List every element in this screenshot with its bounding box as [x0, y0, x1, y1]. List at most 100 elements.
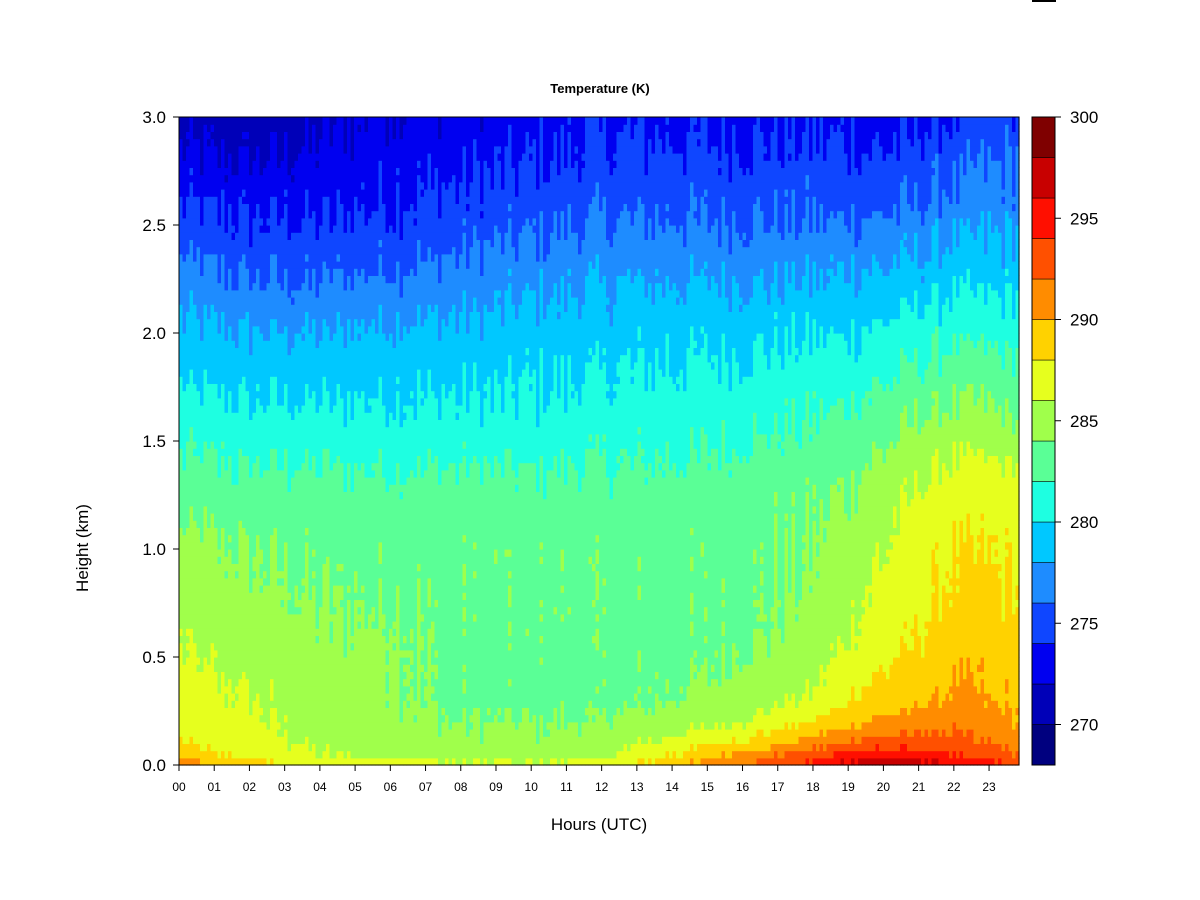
- heatmap-cell: [242, 138, 247, 147]
- heatmap-cell: [319, 383, 324, 392]
- heatmap-cell: [340, 268, 345, 276]
- heatmap-cell: [284, 189, 289, 197]
- heatmap-cell: [193, 743, 198, 752]
- heatmap-cell: [196, 433, 201, 442]
- heatmap-cell: [312, 678, 317, 687]
- heatmap-cell: [259, 549, 264, 557]
- heatmap-cell: [179, 448, 184, 456]
- heatmap-cell: [256, 174, 261, 183]
- heatmap-cell: [252, 325, 257, 334]
- heatmap-cell: [270, 657, 275, 665]
- heatmap-cell: [291, 721, 296, 730]
- heatmap-cell: [224, 153, 229, 161]
- heatmap-cell: [270, 289, 275, 298]
- heatmap-cell: [189, 225, 194, 233]
- heatmap-cell: [333, 448, 338, 456]
- heatmap-cell: [305, 678, 310, 687]
- heatmap-cell: [298, 671, 303, 680]
- heatmap-cell: [350, 585, 355, 593]
- heatmap-cell: [308, 174, 313, 183]
- heatmap-cell: [298, 649, 303, 658]
- heatmap-cell: [196, 397, 201, 406]
- heatmap-cell: [196, 693, 201, 701]
- heatmap-cell: [368, 311, 373, 320]
- heatmap-cell: [301, 203, 306, 212]
- heatmap-cell: [291, 210, 296, 219]
- heatmap-cell: [361, 570, 366, 579]
- heatmap-cell: [235, 520, 240, 528]
- heatmap-cell: [193, 563, 198, 572]
- heatmap-cell: [214, 261, 219, 269]
- heatmap-cell: [224, 541, 229, 550]
- heatmap-cell: [214, 232, 219, 240]
- heatmap-cell: [333, 412, 338, 420]
- heatmap-cell: [266, 181, 271, 190]
- heatmap-cell: [287, 203, 292, 212]
- heatmap-cell: [326, 721, 331, 730]
- heatmap-cell: [277, 340, 282, 348]
- heatmap-cell: [231, 203, 236, 212]
- heatmap-cell: [210, 635, 215, 644]
- heatmap-cell: [319, 390, 324, 399]
- heatmap-cell: [249, 225, 254, 233]
- heatmap-cell: [291, 117, 296, 125]
- heatmap-cell: [284, 239, 289, 248]
- heatmap-cell: [315, 347, 320, 356]
- heatmap-cell: [350, 117, 355, 125]
- heatmap-cell: [315, 289, 320, 298]
- heatmap-cell: [294, 469, 299, 478]
- heatmap-cell: [308, 124, 313, 132]
- heatmap-cell: [343, 693, 348, 701]
- heatmap-cell: [371, 448, 376, 456]
- heatmap-cell: [238, 203, 243, 212]
- heatmap-cell: [371, 700, 376, 708]
- heatmap-cell: [245, 635, 250, 644]
- heatmap-cell: [252, 354, 257, 363]
- heatmap-cell: [277, 585, 282, 593]
- heatmap-cell: [315, 138, 320, 147]
- heatmap-cell: [259, 563, 264, 572]
- heatmap-cell: [189, 318, 194, 327]
- heatmap-cell: [368, 700, 373, 708]
- heatmap-cell: [249, 498, 254, 507]
- heatmap-cell: [357, 664, 362, 672]
- heatmap-cell: [315, 117, 320, 125]
- heatmap-cell: [270, 361, 275, 370]
- heatmap-cell: [207, 304, 212, 312]
- heatmap-cell: [266, 462, 271, 471]
- heatmap-cell: [252, 664, 257, 672]
- heatmap-cell: [224, 577, 229, 586]
- heatmap-cell: [361, 541, 366, 550]
- heatmap-cell: [214, 167, 219, 176]
- heatmap-cell: [266, 541, 271, 550]
- heatmap-cell: [189, 570, 194, 579]
- heatmap-cell: [322, 513, 327, 521]
- heatmap-cell: [259, 225, 264, 233]
- heatmap-cell: [315, 311, 320, 320]
- heatmap-cell: [189, 145, 194, 154]
- heatmap-cell: [186, 707, 191, 716]
- heatmap-cell: [287, 642, 292, 651]
- heatmap-cell: [371, 621, 376, 629]
- heatmap-cell: [245, 505, 250, 514]
- heatmap-cell: [266, 664, 271, 672]
- heatmap-cell: [287, 253, 292, 262]
- heatmap-cell: [301, 325, 306, 334]
- heatmap-cell: [214, 203, 219, 212]
- heatmap-cell: [256, 505, 261, 514]
- heatmap-cell: [315, 390, 320, 399]
- heatmap-cell: [228, 297, 233, 305]
- heatmap-cell: [182, 448, 187, 456]
- heatmap-cell: [308, 153, 313, 161]
- heatmap-cell: [301, 153, 306, 161]
- heatmap-cell: [263, 426, 268, 435]
- heatmap-cell: [326, 585, 331, 593]
- heatmap-cell: [322, 664, 327, 672]
- heatmap-cell: [312, 203, 317, 212]
- heatmap-cell: [301, 642, 306, 651]
- heatmap-cell: [221, 678, 226, 687]
- heatmap-cell: [196, 153, 201, 161]
- heatmap-cell: [305, 189, 310, 197]
- heatmap-cell: [287, 513, 292, 521]
- heatmap-cell: [287, 124, 292, 132]
